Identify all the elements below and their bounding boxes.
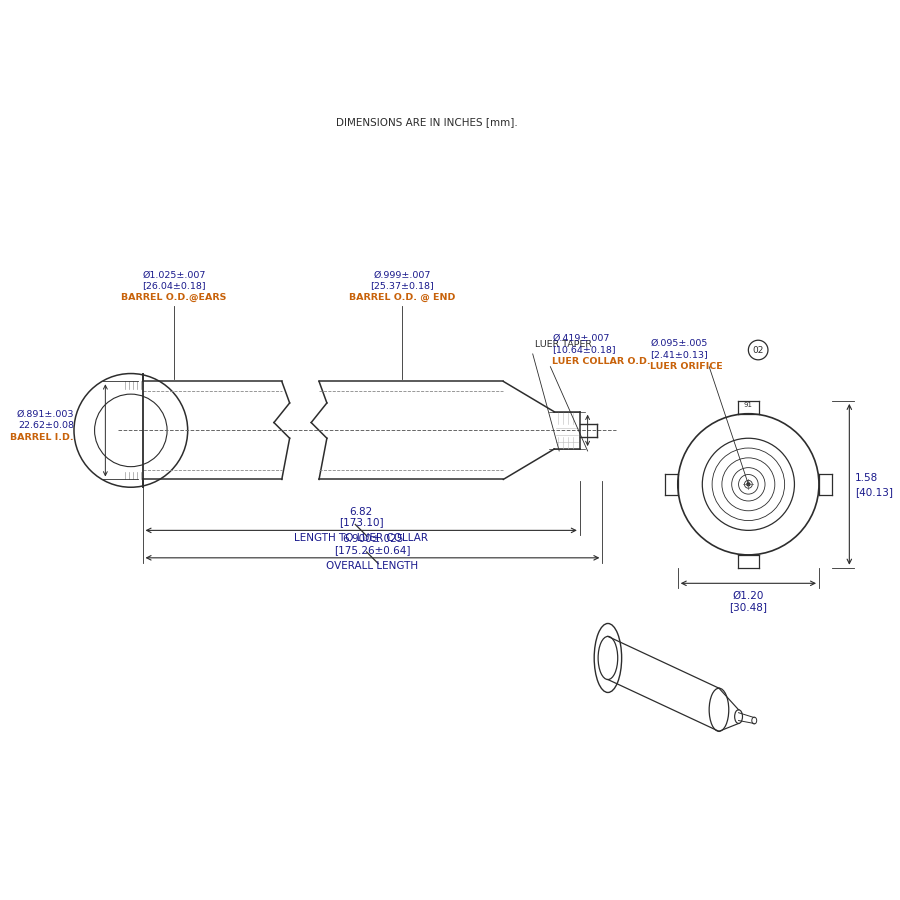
Text: Ø1.20: Ø1.20 bbox=[733, 591, 764, 601]
Text: 6.82: 6.82 bbox=[349, 507, 373, 517]
Text: [10.64±0.18]: [10.64±0.18] bbox=[553, 345, 616, 354]
Text: LUER COLLAR O.D.: LUER COLLAR O.D. bbox=[553, 356, 651, 365]
Text: [30.48]: [30.48] bbox=[729, 602, 768, 612]
Text: BARREL O.D.@EARS: BARREL O.D.@EARS bbox=[122, 292, 227, 302]
Text: DIMENSIONS ARE IN INCHES [mm].: DIMENSIONS ARE IN INCHES [mm]. bbox=[336, 117, 518, 127]
Text: 6.900±.025: 6.900±.025 bbox=[342, 534, 403, 544]
Text: OVERALL LENGTH: OVERALL LENGTH bbox=[327, 561, 418, 571]
Text: LENGTH TO LUER COLLAR: LENGTH TO LUER COLLAR bbox=[294, 533, 428, 543]
Text: BARREL I.D.: BARREL I.D. bbox=[11, 433, 74, 442]
Text: Ø.891±.003: Ø.891±.003 bbox=[16, 410, 74, 418]
Text: LUER TAPER: LUER TAPER bbox=[535, 340, 591, 349]
Text: [26.04±0.18]: [26.04±0.18] bbox=[142, 281, 206, 290]
Text: Ø.419±.007: Ø.419±.007 bbox=[553, 334, 609, 343]
Circle shape bbox=[747, 482, 750, 486]
Text: [25.37±0.18]: [25.37±0.18] bbox=[371, 281, 434, 290]
Text: LUER ORIFICE: LUER ORIFICE bbox=[651, 362, 723, 371]
Text: BARREL O.D. @ END: BARREL O.D. @ END bbox=[349, 292, 455, 302]
Text: [2.41±0.13]: [2.41±0.13] bbox=[651, 350, 708, 359]
Text: Ø1.025±.007: Ø1.025±.007 bbox=[142, 270, 206, 279]
Text: [40.13]: [40.13] bbox=[855, 487, 893, 497]
Text: 22.62±0.08: 22.62±0.08 bbox=[18, 421, 74, 430]
Text: 91: 91 bbox=[744, 402, 753, 408]
Text: Ø.999±.007: Ø.999±.007 bbox=[374, 270, 431, 279]
Text: 02: 02 bbox=[752, 346, 764, 355]
Text: [175.26±0.64]: [175.26±0.64] bbox=[334, 544, 410, 555]
Text: Ø.095±.005: Ø.095±.005 bbox=[651, 339, 707, 348]
Text: 1.58: 1.58 bbox=[855, 473, 878, 483]
Text: [173.10]: [173.10] bbox=[339, 518, 383, 527]
